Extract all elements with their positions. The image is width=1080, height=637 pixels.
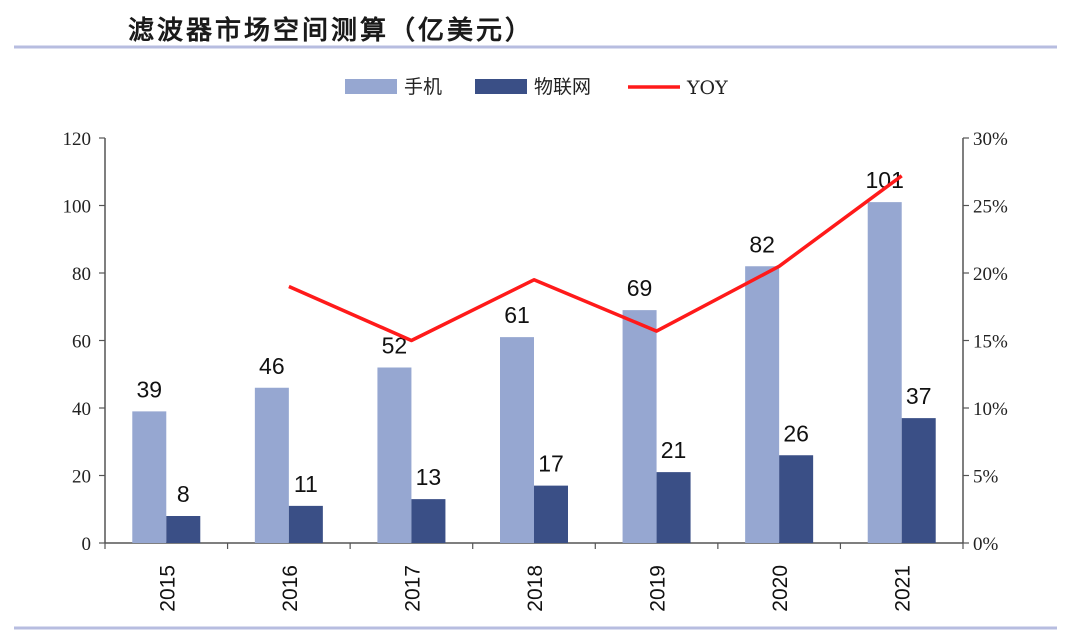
y-right-tick-label: 5%: [973, 467, 999, 488]
data-label-phone: 61: [504, 302, 530, 328]
legend-swatch-iot: [475, 79, 527, 94]
bar-iot: [534, 485, 568, 543]
y-left-tick-label: 120: [63, 129, 92, 150]
yoy-line: [288, 174, 903, 343]
x-tick-label: 2017: [401, 565, 424, 612]
y-left-tick-label: 40: [72, 399, 91, 420]
bar-phone: [745, 266, 780, 543]
y-right-tick-label: 10%: [973, 399, 1008, 420]
bar-phone: [132, 411, 167, 543]
legend-label-phone: 手机: [404, 76, 442, 98]
x-tick-label: 2016: [279, 565, 302, 612]
y-right-tick-label: 0%: [973, 534, 999, 555]
bar-iot: [166, 516, 201, 543]
bar-phone: [254, 387, 289, 543]
x-tick-label: 2019: [647, 565, 670, 612]
bar-iot: [656, 472, 691, 543]
y-left-tick-label: 0: [82, 534, 92, 555]
y-right-tick-label: 20%: [973, 264, 1008, 285]
data-label-iot: 8: [177, 481, 190, 507]
bar-phone: [867, 202, 902, 543]
y-right-tick-label: 15%: [973, 332, 1008, 353]
data-label-phone: 69: [627, 275, 653, 301]
data-label-phone: 46: [259, 353, 285, 379]
y-left-tick-label: 100: [63, 197, 92, 218]
bar-iot: [411, 499, 446, 543]
y-left-tick-label: 20: [72, 467, 91, 488]
data-label-iot: 17: [538, 451, 564, 477]
bar-phone: [622, 310, 657, 543]
data-label-iot: 37: [906, 383, 932, 409]
bar-iot: [901, 418, 936, 543]
bar-phone: [377, 367, 412, 543]
x-tick-label: 2021: [892, 565, 915, 612]
data-label-iot: 11: [294, 471, 318, 497]
x-tick-label: 2020: [769, 565, 792, 612]
data-label-phone: 82: [749, 231, 775, 257]
x-tick-label: 2015: [156, 565, 179, 612]
bar-iot: [288, 505, 323, 543]
legend-label-iot: 物联网: [534, 76, 591, 98]
y-right-tick-label: 25%: [973, 197, 1008, 218]
y-left-tick-label: 60: [72, 332, 91, 353]
data-label-iot: 13: [416, 464, 442, 490]
bar-iot: [779, 455, 814, 543]
x-tick-label: 2018: [524, 565, 547, 612]
data-label-phone: 39: [136, 376, 162, 402]
y-right-tick-label: 30%: [973, 129, 1008, 150]
legend-swatch-phone: [345, 79, 397, 94]
data-label-iot: 21: [661, 437, 687, 463]
legend-label-yoy: YOY: [686, 77, 728, 99]
chart-title: 滤波器市场空间测算（亿美元）: [128, 16, 535, 46]
bar-phone: [500, 337, 534, 543]
data-label-iot: 26: [783, 420, 809, 446]
y-left-tick-label: 80: [72, 264, 91, 285]
